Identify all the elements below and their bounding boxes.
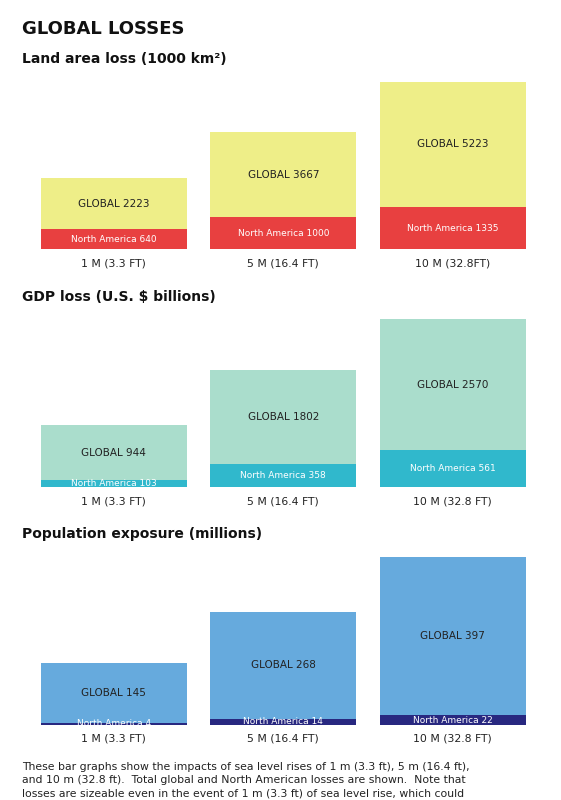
Polygon shape	[41, 723, 187, 725]
Polygon shape	[41, 480, 187, 487]
Text: North America 640: North America 640	[71, 234, 157, 244]
Polygon shape	[210, 370, 356, 487]
Text: GLOBAL LOSSES: GLOBAL LOSSES	[22, 20, 185, 38]
Text: GLOBAL 944: GLOBAL 944	[81, 448, 146, 458]
Polygon shape	[210, 218, 356, 250]
Polygon shape	[380, 715, 526, 725]
Text: North America 358: North America 358	[241, 471, 326, 480]
Text: North America 22: North America 22	[413, 715, 493, 725]
Polygon shape	[210, 132, 356, 250]
Text: 10 M (32.8FT): 10 M (32.8FT)	[415, 258, 490, 269]
Text: GLOBAL 145: GLOBAL 145	[81, 688, 146, 698]
Text: Land area loss (1000 km²): Land area loss (1000 km²)	[22, 52, 227, 66]
Text: 5 M (16.4 FT): 5 M (16.4 FT)	[247, 496, 319, 506]
Text: GLOBAL 1802: GLOBAL 1802	[247, 412, 319, 422]
Text: GLOBAL 268: GLOBAL 268	[251, 660, 316, 670]
Text: GLOBAL 397: GLOBAL 397	[420, 631, 485, 642]
Polygon shape	[210, 611, 356, 725]
Polygon shape	[380, 557, 526, 725]
Polygon shape	[380, 319, 526, 487]
Polygon shape	[41, 426, 187, 487]
Text: North America 4: North America 4	[77, 719, 151, 728]
Polygon shape	[210, 464, 356, 487]
Text: North America 14: North America 14	[243, 718, 323, 726]
Text: GLOBAL 2570: GLOBAL 2570	[417, 380, 489, 390]
Polygon shape	[41, 663, 187, 725]
Polygon shape	[41, 178, 187, 250]
Text: 1 M (3.3 FT): 1 M (3.3 FT)	[81, 734, 146, 744]
Text: 10 M (32.8 FT): 10 M (32.8 FT)	[413, 496, 492, 506]
Text: 1 M (3.3 FT): 1 M (3.3 FT)	[81, 496, 146, 506]
Text: 1 M (3.3 FT): 1 M (3.3 FT)	[81, 258, 146, 269]
Polygon shape	[41, 229, 187, 250]
Text: 5 M (16.4 FT): 5 M (16.4 FT)	[247, 258, 319, 269]
Polygon shape	[380, 450, 526, 487]
Text: GLOBAL 2223: GLOBAL 2223	[78, 198, 149, 209]
Text: North America 1335: North America 1335	[407, 223, 499, 233]
Text: North America 561: North America 561	[410, 464, 496, 474]
Text: Population exposure (millions): Population exposure (millions)	[22, 527, 263, 541]
Text: 10 M (32.8 FT): 10 M (32.8 FT)	[413, 734, 492, 744]
Text: GLOBAL 3667: GLOBAL 3667	[247, 170, 319, 179]
Text: GLOBAL 5223: GLOBAL 5223	[417, 139, 489, 150]
Text: 5 M (16.4 FT): 5 M (16.4 FT)	[247, 734, 319, 744]
Text: North America 103: North America 103	[71, 479, 157, 488]
Polygon shape	[380, 82, 526, 250]
Polygon shape	[210, 718, 356, 725]
Polygon shape	[380, 206, 526, 250]
Text: These bar graphs show the impacts of sea level rises of 1 m (3.3 ft), 5 m (16.4 : These bar graphs show the impacts of sea…	[22, 762, 470, 800]
Text: North America 1000: North America 1000	[237, 229, 329, 238]
Text: GDP loss (U.S. $ billions): GDP loss (U.S. $ billions)	[22, 290, 216, 303]
